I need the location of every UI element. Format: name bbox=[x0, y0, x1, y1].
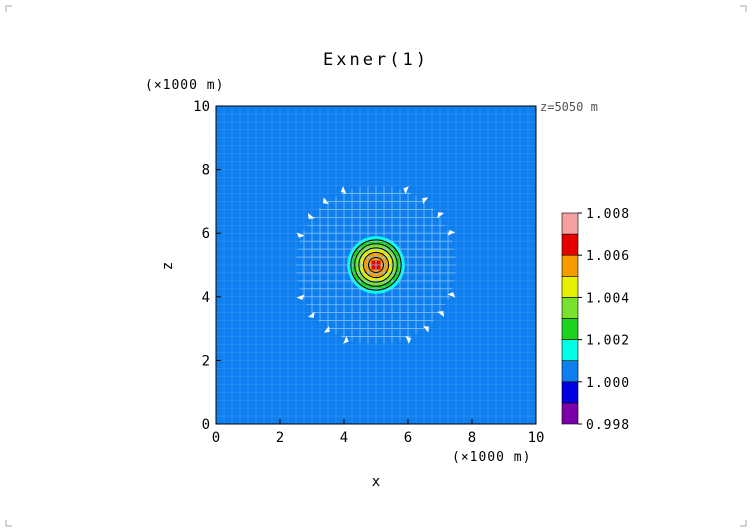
boundary-marker bbox=[340, 186, 347, 195]
y-tick-label: 2 bbox=[202, 353, 210, 369]
y-tick-label: 4 bbox=[202, 290, 210, 306]
boundary-marker bbox=[422, 197, 429, 205]
boundary-marker bbox=[296, 294, 305, 300]
contour-lines bbox=[350, 239, 402, 291]
x-tick-label: 4 bbox=[340, 430, 348, 446]
contour-line bbox=[350, 239, 402, 291]
colorbar-swatch bbox=[561, 275, 579, 298]
y-tick-label: 10 bbox=[193, 99, 210, 115]
colorbar-swatch bbox=[561, 318, 579, 340]
boundary-marker bbox=[307, 213, 315, 220]
boundary-markers bbox=[296, 186, 456, 344]
x-axis-label: x bbox=[372, 474, 380, 490]
y-tick-label: 6 bbox=[202, 226, 210, 242]
x-tick-label: 2 bbox=[276, 430, 284, 446]
y-tick-label: 8 bbox=[202, 163, 210, 179]
plot-frame bbox=[215, 105, 537, 425]
boundary-marker bbox=[423, 325, 430, 333]
contour-line bbox=[362, 251, 390, 279]
colorbar-swatch bbox=[561, 233, 579, 256]
colorbar-swatch bbox=[561, 381, 579, 404]
colorbar-label: 0.998 bbox=[586, 418, 630, 433]
x-axis-ticks: 0 2 4 6 8 10 bbox=[212, 419, 545, 446]
colorbar-swatch bbox=[561, 254, 579, 277]
colorbar-swatch bbox=[561, 339, 579, 362]
y-axis-ticks: 0 2 4 6 8 10 bbox=[193, 99, 221, 433]
level-annotation: z=5050 m bbox=[540, 100, 598, 114]
colorbar-swatch bbox=[561, 297, 579, 319]
boundary-marker bbox=[447, 292, 456, 298]
boundary-marker bbox=[296, 232, 305, 238]
boundary-marker bbox=[343, 335, 349, 344]
colorbar: 0.998 1.000 1.002 1.004 1.006 1.008 bbox=[561, 207, 630, 433]
y-unit-label: (×1000 m) bbox=[145, 78, 224, 93]
corner-marks bbox=[5, 5, 747, 527]
colorbar-label: 1.008 bbox=[586, 207, 630, 222]
boundary-marker bbox=[307, 311, 315, 318]
contour-line bbox=[367, 256, 385, 274]
boundary-marker bbox=[322, 197, 329, 205]
boundary-marker bbox=[437, 310, 445, 317]
colorbar-label: 1.006 bbox=[586, 249, 630, 264]
contour-line bbox=[358, 247, 394, 283]
colorbar-label: 1.004 bbox=[586, 291, 630, 306]
x-tick-label: 10 bbox=[528, 430, 545, 446]
boundary-marker bbox=[437, 212, 445, 219]
y-tick-label: 0 bbox=[202, 417, 210, 433]
boundary-marker bbox=[405, 335, 412, 344]
x-tick-label: 6 bbox=[404, 430, 412, 446]
grid-overlay bbox=[215, 105, 537, 425]
boundary-marker bbox=[403, 186, 409, 195]
x-unit-label: (×1000 m) bbox=[452, 450, 531, 465]
colorbar-swatch bbox=[561, 212, 579, 235]
colorbar-label: 1.000 bbox=[586, 376, 630, 391]
x-tick-label: 8 bbox=[468, 430, 476, 446]
boundary-marker bbox=[447, 230, 456, 236]
y-axis-label: z bbox=[160, 262, 176, 270]
x-tick-label: 0 bbox=[212, 430, 220, 446]
colorbar-swatch bbox=[561, 402, 579, 425]
colorbar-swatch bbox=[561, 360, 579, 383]
boundary-marker bbox=[323, 325, 330, 333]
contour-line bbox=[354, 243, 398, 287]
colorbar-label: 1.002 bbox=[586, 334, 630, 349]
chart-title: Exner(1) bbox=[323, 50, 429, 70]
